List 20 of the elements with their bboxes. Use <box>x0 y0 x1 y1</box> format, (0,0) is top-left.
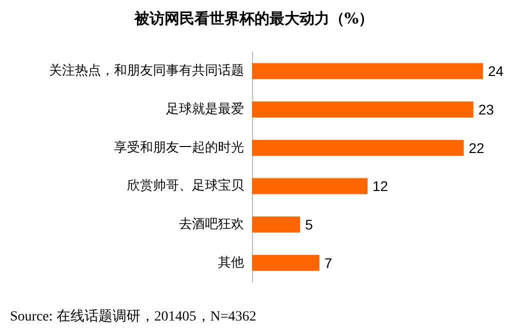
source-note: Source: 在线话题调研，201405，N=4362 <box>10 308 256 324</box>
data-label: 24 <box>488 63 504 80</box>
data-label: 12 <box>372 178 388 194</box>
y-tick-label: 享受和朋友一起的时光 <box>114 139 244 156</box>
y-tick-label: 足球就是最爱 <box>166 102 244 117</box>
y-tick-label: 去酒吧狂欢 <box>179 217 244 232</box>
y-tick-label: 欣赏帅哥、足球宝贝 <box>127 178 244 194</box>
bar <box>252 63 483 80</box>
y-tick-label: 其他 <box>218 255 244 270</box>
bar <box>252 178 368 194</box>
data-label: 7 <box>324 254 332 271</box>
data-label: 22 <box>468 140 485 156</box>
data-label: 5 <box>305 216 314 232</box>
bar <box>252 254 320 271</box>
bar <box>252 216 300 232</box>
bar <box>252 140 464 156</box>
bar <box>252 102 474 118</box>
chart-title: 被访网民看世界杯的最大动力（%） <box>133 10 374 28</box>
data-label: 23 <box>478 102 494 118</box>
y-tick-label: 关注热点，和朋友同事有共同话题 <box>49 64 244 79</box>
